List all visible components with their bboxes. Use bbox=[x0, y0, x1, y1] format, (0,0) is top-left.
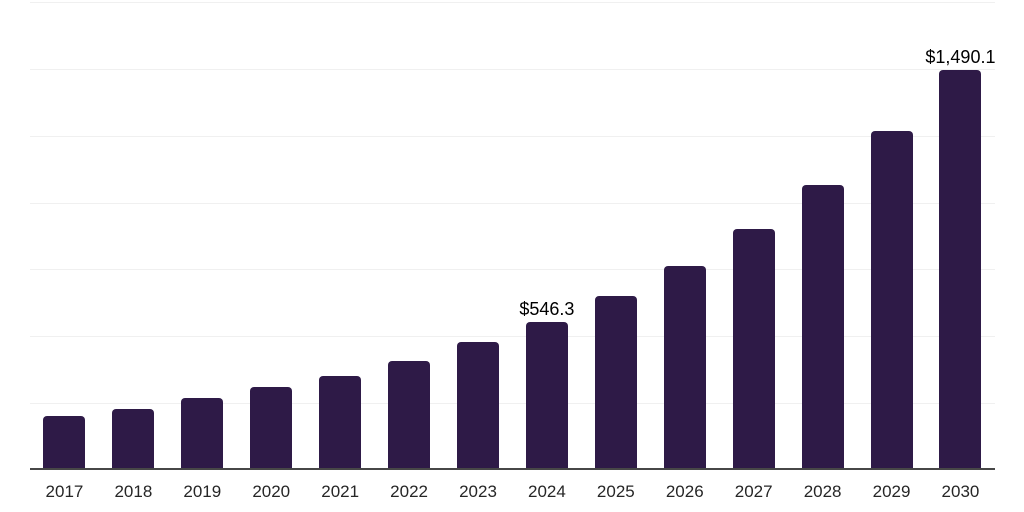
bar-slot-2024: $546.3 bbox=[512, 2, 581, 468]
x-tick-2026: 2026 bbox=[665, 482, 704, 501]
bar-slot-2026 bbox=[650, 2, 719, 468]
bar-2020 bbox=[250, 387, 293, 468]
x-tick-2024: 2024 bbox=[528, 482, 566, 501]
x-tick-2023: 2023 bbox=[459, 482, 497, 501]
x-tick-2028: 2028 bbox=[803, 482, 842, 501]
bar-2023 bbox=[456, 342, 499, 468]
bars-row: $546.3 $1,490.1 bbox=[30, 2, 995, 468]
x-tick-2018: 2018 bbox=[114, 482, 153, 501]
gridline-750 bbox=[30, 269, 995, 271]
x-tick-2025: 2025 bbox=[596, 482, 635, 501]
bar-slot-2023 bbox=[444, 2, 513, 468]
bar-2017 bbox=[43, 416, 86, 468]
x-axis-line bbox=[30, 468, 995, 470]
bar-slot-2028 bbox=[788, 2, 857, 468]
bar-slot-2020 bbox=[237, 2, 306, 468]
x-tick-2021: 2021 bbox=[321, 482, 360, 501]
bar-value-label-2030: $1,490.1 bbox=[925, 46, 996, 67]
bar-2030: $1,490.1 bbox=[925, 48, 995, 468]
bar-2029 bbox=[870, 130, 913, 468]
bar-2027 bbox=[732, 228, 775, 468]
bar-2026 bbox=[663, 265, 706, 468]
bar-slot-2030: $1,490.1 bbox=[925, 2, 995, 468]
gridline-1000 bbox=[30, 202, 995, 204]
bar-2025 bbox=[594, 296, 637, 468]
x-tick-2022: 2022 bbox=[390, 482, 428, 501]
x-tick-2017: 2017 bbox=[45, 482, 84, 501]
bar-2021 bbox=[319, 376, 362, 468]
gridline-1500 bbox=[30, 68, 995, 70]
x-tick-2019: 2019 bbox=[183, 482, 222, 501]
bar-slot-2022 bbox=[375, 2, 444, 468]
bar-2019 bbox=[181, 397, 224, 468]
bar-slot-2027 bbox=[719, 2, 788, 468]
bar-2028 bbox=[801, 185, 844, 468]
x-tick-2027: 2027 bbox=[734, 482, 773, 501]
bar-2024: $546.3 bbox=[519, 300, 574, 468]
x-axis-tick-labels: 2017 2018 2019 2020 2021 2022 2023 2024 2025 2026… bbox=[30, 482, 995, 502]
bar-slot-2018 bbox=[99, 2, 168, 468]
x-tick-2020: 2020 bbox=[252, 482, 291, 501]
gridline-1250 bbox=[30, 135, 995, 137]
x-tick-2029: 2029 bbox=[872, 482, 911, 501]
bar-2018 bbox=[112, 408, 155, 468]
bar-slot-2021 bbox=[306, 2, 375, 468]
gridline-1750 bbox=[30, 2, 995, 3]
plot-area: $546.3 $1,490.1 bbox=[30, 2, 995, 470]
bar-slot-2019 bbox=[168, 2, 237, 468]
gridline-500 bbox=[30, 336, 995, 338]
bar-2022 bbox=[388, 361, 431, 468]
bar-slot-2029 bbox=[857, 2, 926, 468]
bar-value-label-2024: $546.3 bbox=[519, 298, 575, 319]
gridline-250 bbox=[30, 403, 995, 405]
bar-slot-2017 bbox=[30, 2, 99, 468]
x-tick-2030: 2030 bbox=[941, 482, 980, 501]
bar-slot-2025 bbox=[581, 2, 650, 468]
